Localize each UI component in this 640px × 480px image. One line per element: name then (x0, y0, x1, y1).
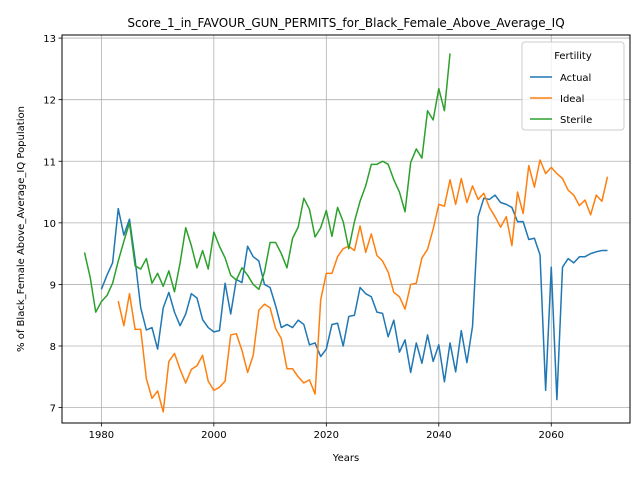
legend: Fertility Actual Ideal Sterile (521, 41, 625, 131)
legend-box (521, 41, 625, 131)
legend-label-actual: Actual (560, 73, 591, 84)
y-axis: 7 8 9 10 11 12 13 (43, 34, 62, 415)
x-tick-label: 2000 (201, 430, 226, 441)
legend-label-sterile: Sterile (560, 115, 592, 126)
series-line-actual (100, 194, 608, 401)
y-tick-label: 13 (43, 34, 56, 45)
legend-label-ideal: Ideal (560, 94, 584, 105)
x-axis: 1980 2000 2020 2040 2060 (89, 423, 564, 441)
legend-title: Fertility (554, 51, 592, 62)
x-tick-label: 2020 (314, 430, 339, 441)
x-axis-label: Years (332, 453, 359, 464)
y-tick-label: 10 (43, 219, 56, 230)
y-tick-label: 9 (50, 280, 56, 291)
y-axis-label: % of Black_Female Above_Average_IQ Popul… (16, 106, 27, 352)
chart-title: Score_1_in_FAVOUR_GUN_PERMITS_for_Black_… (127, 16, 564, 30)
x-tick-label: 1980 (89, 430, 114, 441)
y-tick-label: 12 (43, 96, 56, 107)
series-line-sterile (83, 53, 451, 313)
series-lines (83, 53, 609, 413)
series-line-ideal (117, 159, 609, 413)
y-tick-label: 11 (43, 157, 56, 168)
y-tick-label: 8 (50, 342, 56, 353)
x-tick-label: 2060 (539, 430, 564, 441)
plot-area-frame (61, 34, 631, 424)
x-tick-label: 2040 (426, 430, 451, 441)
y-tick-label: 7 (50, 404, 56, 415)
